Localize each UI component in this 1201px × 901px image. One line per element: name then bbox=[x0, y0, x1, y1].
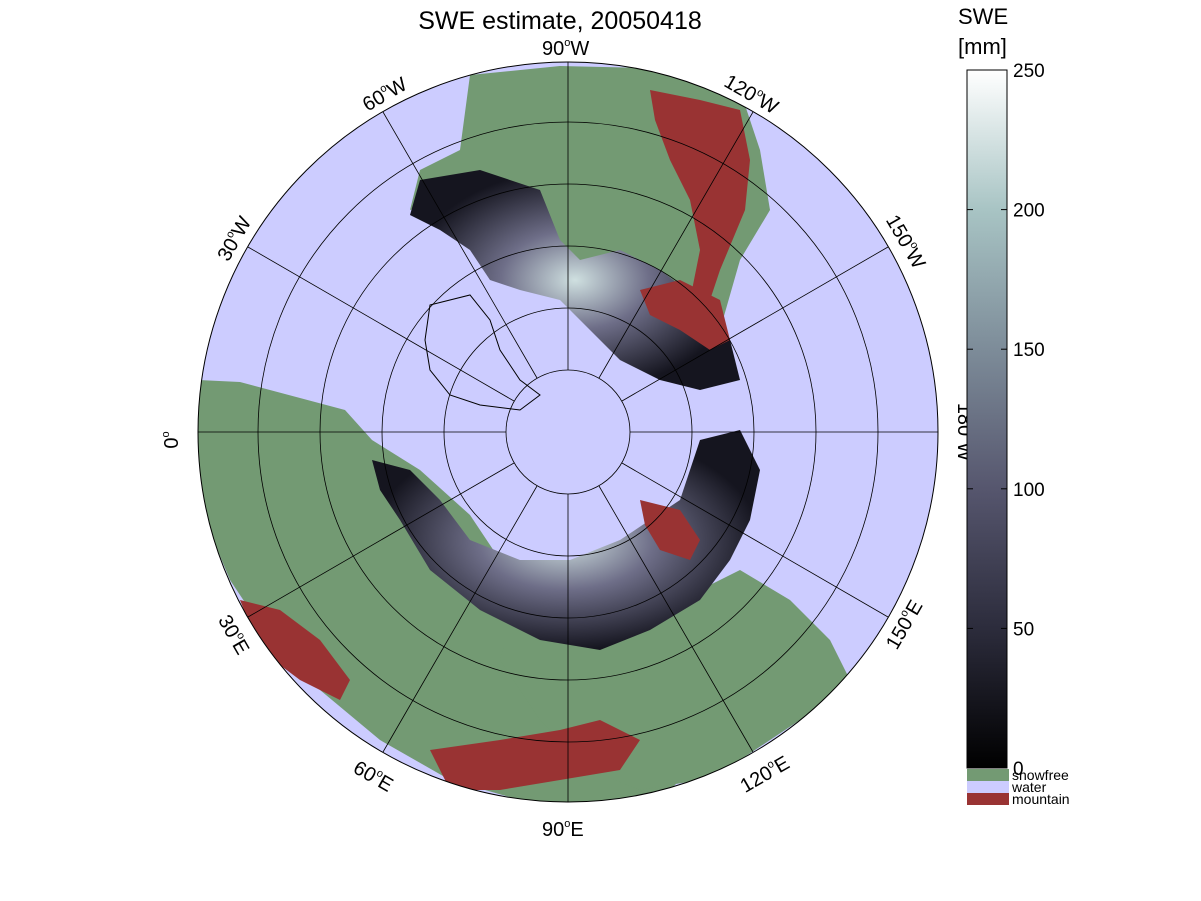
colorbar-tick-label: 50 bbox=[1013, 619, 1034, 640]
colorbar-title-line2: [mm] bbox=[958, 34, 1007, 59]
mountain-region-central-asia bbox=[430, 720, 640, 790]
lon-label-90E: 90oE bbox=[542, 818, 584, 841]
meridian-120W bbox=[598, 111, 754, 379]
lon-label-120E: 120oE bbox=[736, 751, 793, 797]
meridian-120E bbox=[598, 485, 754, 753]
colorbar-tick-label: 250 bbox=[1013, 61, 1045, 82]
longitude-grid bbox=[198, 62, 938, 802]
mountain-region-alaska bbox=[640, 280, 730, 350]
meridian-30W bbox=[247, 246, 515, 402]
map-title: SWE estimate, 20050418 bbox=[418, 7, 702, 35]
mountain-region-east-asia bbox=[640, 500, 700, 560]
colorbar-tick-label: 100 bbox=[1013, 480, 1045, 501]
lon-label-0: 0o bbox=[160, 431, 183, 448]
legend-swatch-snowfree bbox=[967, 769, 1009, 781]
colorbar-tick-label: 200 bbox=[1013, 201, 1045, 222]
colorbar-title-line1: SWE bbox=[958, 4, 1008, 29]
colorbar-gradient bbox=[966, 69, 1008, 769]
colorbar-tick-label: 150 bbox=[1013, 340, 1045, 361]
meridian-60W bbox=[382, 111, 538, 379]
eurasia-snow-cover bbox=[372, 430, 760, 650]
polar-map bbox=[197, 61, 939, 803]
greenland-outline bbox=[424, 294, 541, 411]
legend-swatch-water bbox=[967, 781, 1009, 793]
meridian-60E bbox=[382, 485, 538, 753]
meridian-150W bbox=[621, 246, 889, 402]
mountain-region-rockies bbox=[650, 90, 750, 330]
meridian-30E bbox=[247, 462, 515, 618]
lon-label-90W: 90oW bbox=[542, 37, 589, 60]
meridian-150E bbox=[621, 462, 889, 618]
map-border bbox=[197, 61, 939, 803]
legend-swatch-mountain bbox=[967, 793, 1009, 805]
colorbar-tick-label: 0 bbox=[1013, 759, 1024, 780]
mountain-region-europe bbox=[240, 600, 350, 700]
colorbar: SWE [mm] 0 50 100 150 200 250 bbox=[958, 4, 1045, 780]
legend-label-water: water bbox=[1011, 779, 1047, 795]
lon-label-60E: 60oE bbox=[349, 756, 397, 797]
colorbar-ticks: 0 50 100 150 200 250 bbox=[967, 61, 1045, 780]
land-layers bbox=[198, 66, 850, 802]
legend-label-mountain: mountain bbox=[1012, 791, 1070, 807]
legend-label-snowfree: snowfree bbox=[1012, 767, 1069, 783]
north-america-snow-cover bbox=[410, 170, 740, 390]
